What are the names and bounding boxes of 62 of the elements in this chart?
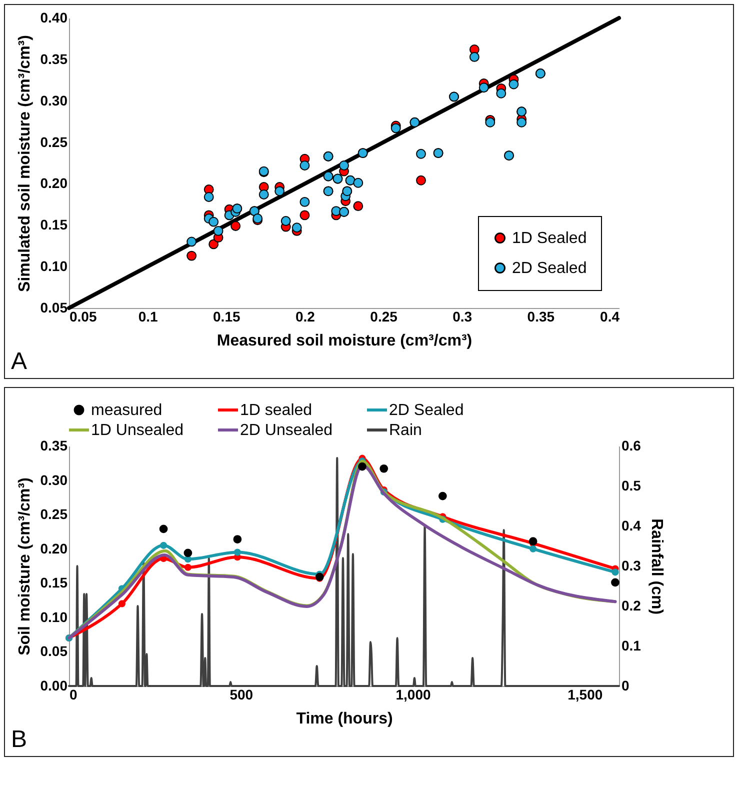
y2-tick-label: 0.3 bbox=[622, 558, 642, 574]
legend-label: 2D Sealed bbox=[512, 260, 587, 277]
legend-label: 2D Unsealed bbox=[240, 422, 332, 439]
text: A bbox=[11, 348, 28, 376]
x-tick-label: 0.15 bbox=[213, 308, 240, 324]
x-tick-label: 0.1 bbox=[138, 308, 158, 324]
legend-label: Rain bbox=[389, 422, 422, 439]
y-tick-label: 0.10 bbox=[40, 608, 68, 625]
x-tick-label: 500 bbox=[230, 686, 254, 702]
y2-tick-label: 0.1 bbox=[622, 638, 642, 654]
text: B bbox=[11, 726, 28, 754]
point bbox=[159, 524, 168, 534]
y-tick-label: 0.05 bbox=[40, 643, 68, 660]
y2-tick-label: 0.4 bbox=[622, 518, 642, 534]
y-tick-label: 0.35 bbox=[40, 438, 68, 454]
x-tick-label: 1,000 bbox=[396, 686, 431, 702]
y2-tick-label: 0.2 bbox=[622, 598, 642, 614]
point bbox=[160, 542, 168, 549]
y-tick-label: 0.15 bbox=[40, 216, 68, 233]
y-axis-title: Simulated soil moisture (cm³/cm³) bbox=[16, 35, 34, 292]
point bbox=[528, 537, 538, 546]
point bbox=[611, 578, 620, 587]
legend-label: 1D sealed bbox=[240, 402, 312, 419]
y2-tick-label: 0.5 bbox=[622, 478, 642, 494]
y-axis-title: Soil moisture (cm³/cm³) bbox=[16, 478, 34, 656]
point bbox=[612, 568, 619, 576]
x-axis-title: Measured soil moisture (cm³/cm³) bbox=[216, 332, 472, 350]
legend-label: 1D Sealed bbox=[512, 230, 587, 247]
x-tick-label: 0.35 bbox=[527, 308, 555, 324]
y-tick-label: 0.15 bbox=[40, 574, 68, 591]
x-tick-label: 0.2 bbox=[295, 308, 316, 324]
point bbox=[118, 600, 126, 608]
x-axis-title: Time (hours) bbox=[296, 710, 393, 728]
x-tick-label: 0.05 bbox=[70, 308, 97, 324]
y-tick-label: 0.25 bbox=[40, 506, 68, 522]
point bbox=[184, 548, 192, 558]
y-tick-label: 0.35 bbox=[40, 50, 68, 67]
point bbox=[184, 564, 192, 571]
y-tick-label: 0.10 bbox=[40, 258, 68, 274]
x-tick-label: 0.4 bbox=[600, 308, 620, 324]
point bbox=[530, 545, 537, 552]
point bbox=[234, 548, 241, 556]
x-tick-label: 0 bbox=[70, 686, 78, 702]
legend-label: 2D Sealed bbox=[389, 402, 464, 419]
y-tick-label: 0.25 bbox=[40, 134, 68, 150]
y-tick-label: 0.30 bbox=[40, 472, 68, 488]
y-tick-label: 0.20 bbox=[40, 540, 68, 556]
y-tick-label: 0.30 bbox=[40, 92, 68, 108]
point bbox=[233, 535, 242, 544]
x-tick-label: 0.3 bbox=[452, 308, 472, 324]
point bbox=[358, 462, 366, 471]
x-tick-label: 0.25 bbox=[370, 308, 398, 324]
y2-axis-title: Rainfall (cm) bbox=[648, 518, 665, 615]
y-tick-label: 0.40 bbox=[40, 10, 68, 26]
x-tick-label: 1,500 bbox=[568, 686, 603, 702]
y-tick-label: 0.20 bbox=[40, 175, 68, 192]
point bbox=[380, 464, 388, 473]
y2-tick-label: 0.6 bbox=[622, 438, 642, 454]
legend-label: measured bbox=[91, 402, 162, 419]
point bbox=[438, 492, 447, 500]
y-tick-label: 0.00 bbox=[40, 678, 68, 694]
legend-label: 1D Unsealed bbox=[91, 422, 184, 439]
